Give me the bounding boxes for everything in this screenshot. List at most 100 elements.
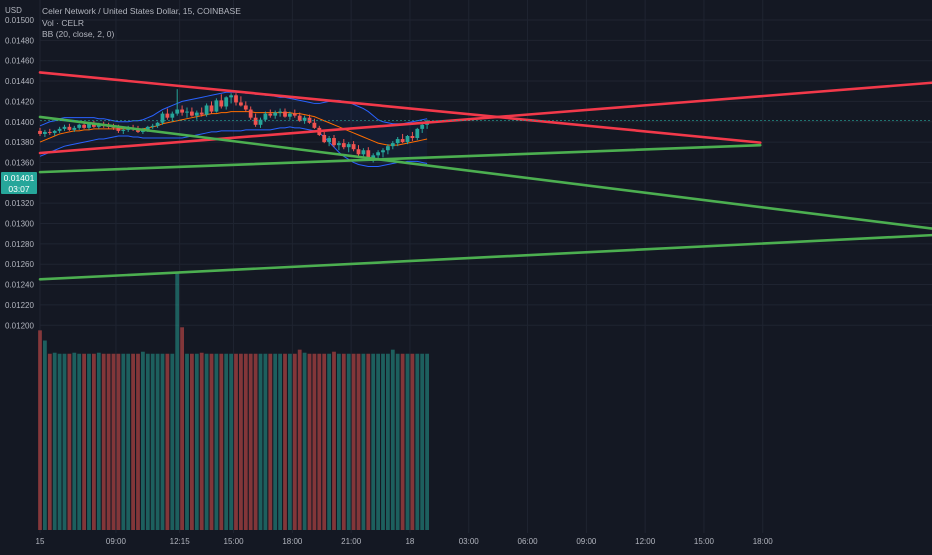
volume-bar (219, 353, 224, 530)
volume-bar (43, 340, 47, 530)
volume-bar (307, 353, 312, 530)
red-trendline (38, 71, 762, 144)
volume-bar (92, 353, 96, 530)
volume-bar (263, 353, 268, 530)
volume-bar (180, 327, 184, 530)
volume-bar (381, 353, 385, 530)
candle-body (180, 109, 184, 113)
volume-bar (190, 353, 194, 530)
volume-bar (160, 353, 165, 530)
candle-body (288, 113, 292, 117)
candle-body (253, 117, 258, 125)
volume-bar (121, 353, 126, 530)
candle-body (121, 129, 126, 131)
volume-bar (253, 353, 258, 530)
y-tick-label: 0.01400 (5, 118, 34, 127)
y-tick-label: 0.01320 (5, 199, 34, 208)
candle-body (67, 126, 72, 130)
candle-body (219, 100, 224, 107)
y-tick-label: 0.01500 (5, 16, 34, 25)
green-trendline (38, 115, 932, 230)
volume-bar (322, 353, 327, 530)
volume-bar (351, 353, 356, 530)
volume-bar (258, 353, 263, 530)
volume-bar (82, 353, 86, 530)
volume-bar (199, 352, 204, 530)
volume-bar (224, 353, 229, 530)
candle-body (47, 131, 52, 133)
candle-body (376, 152, 380, 156)
candle-body (52, 130, 57, 133)
candle-body (243, 105, 248, 110)
candle-body (62, 126, 67, 129)
y-tick-label: 0.01220 (5, 301, 34, 310)
volume-bar (405, 353, 410, 530)
candle-body (190, 111, 194, 116)
volume-bar (395, 353, 400, 530)
candle-body (38, 130, 42, 134)
bollinger-basis (39, 111, 428, 146)
volume-bar (136, 353, 140, 530)
candle-body (82, 124, 86, 128)
candle-body (96, 124, 101, 127)
symbol-title[interactable]: Celer Network / United States Dollar, 15… (42, 6, 241, 16)
volume-bar (96, 352, 101, 530)
green-trendline (38, 143, 762, 174)
volume-bar (165, 353, 170, 530)
candle-body (307, 117, 312, 123)
x-tick-label: 18:00 (282, 537, 303, 546)
red-trendline (38, 81, 932, 155)
candle-body (209, 105, 214, 112)
volume-bar (386, 353, 390, 530)
volume-bar (209, 353, 214, 530)
candle-body (160, 113, 165, 123)
y-tick-label: 0.01200 (5, 321, 34, 330)
volume-bar (214, 353, 219, 530)
volume-bar (356, 353, 361, 530)
x-tick-label: 03:00 (459, 537, 480, 546)
volume-bar (400, 353, 405, 530)
x-tick-label: 15:00 (224, 537, 245, 546)
candle-body (327, 138, 331, 143)
candle-body (185, 111, 189, 113)
x-tick-label: 15:00 (694, 537, 715, 546)
candle-body (77, 124, 82, 128)
volume-bar (312, 353, 317, 530)
volume-bar (302, 352, 307, 530)
volume-bar (141, 351, 145, 530)
volume-bar (194, 353, 199, 530)
candle-body (356, 149, 361, 155)
volume-bar (175, 272, 180, 530)
candle-body (263, 113, 268, 120)
y-tick-label: 0.01280 (5, 240, 34, 249)
volume-bar (185, 353, 189, 530)
candle-body (229, 95, 233, 98)
volume-bar (420, 353, 425, 530)
candle-body (346, 144, 351, 148)
volume-bar (67, 353, 72, 530)
volume-indicator-label[interactable]: Vol · CELR (42, 17, 85, 28)
volume-bar (57, 353, 62, 530)
volume-bar (425, 353, 429, 530)
y-tick-label: 0.01240 (5, 281, 34, 290)
green-trendline (38, 233, 932, 281)
candle-body (297, 115, 302, 121)
candle-body (234, 95, 238, 103)
volume-bar (366, 353, 371, 530)
volume-bar (337, 353, 341, 530)
y-axis: 0.01500 0.01480 0.01460 0.01440 0.01420 0.014… (5, 16, 34, 330)
candle-body (194, 112, 199, 116)
volume-bar (376, 353, 380, 530)
volume-bar (116, 353, 121, 530)
volume-bar (111, 353, 116, 530)
volume-bar (390, 349, 395, 530)
x-tick-label: 12:15 (170, 537, 191, 546)
bollinger-indicator-label[interactable]: BB (20, close, 2, 0) (42, 29, 115, 39)
volume-bar (170, 353, 175, 530)
candle-body (292, 113, 297, 116)
candle-body (410, 135, 415, 139)
volume-bar (234, 353, 238, 530)
candle-body (214, 100, 219, 112)
